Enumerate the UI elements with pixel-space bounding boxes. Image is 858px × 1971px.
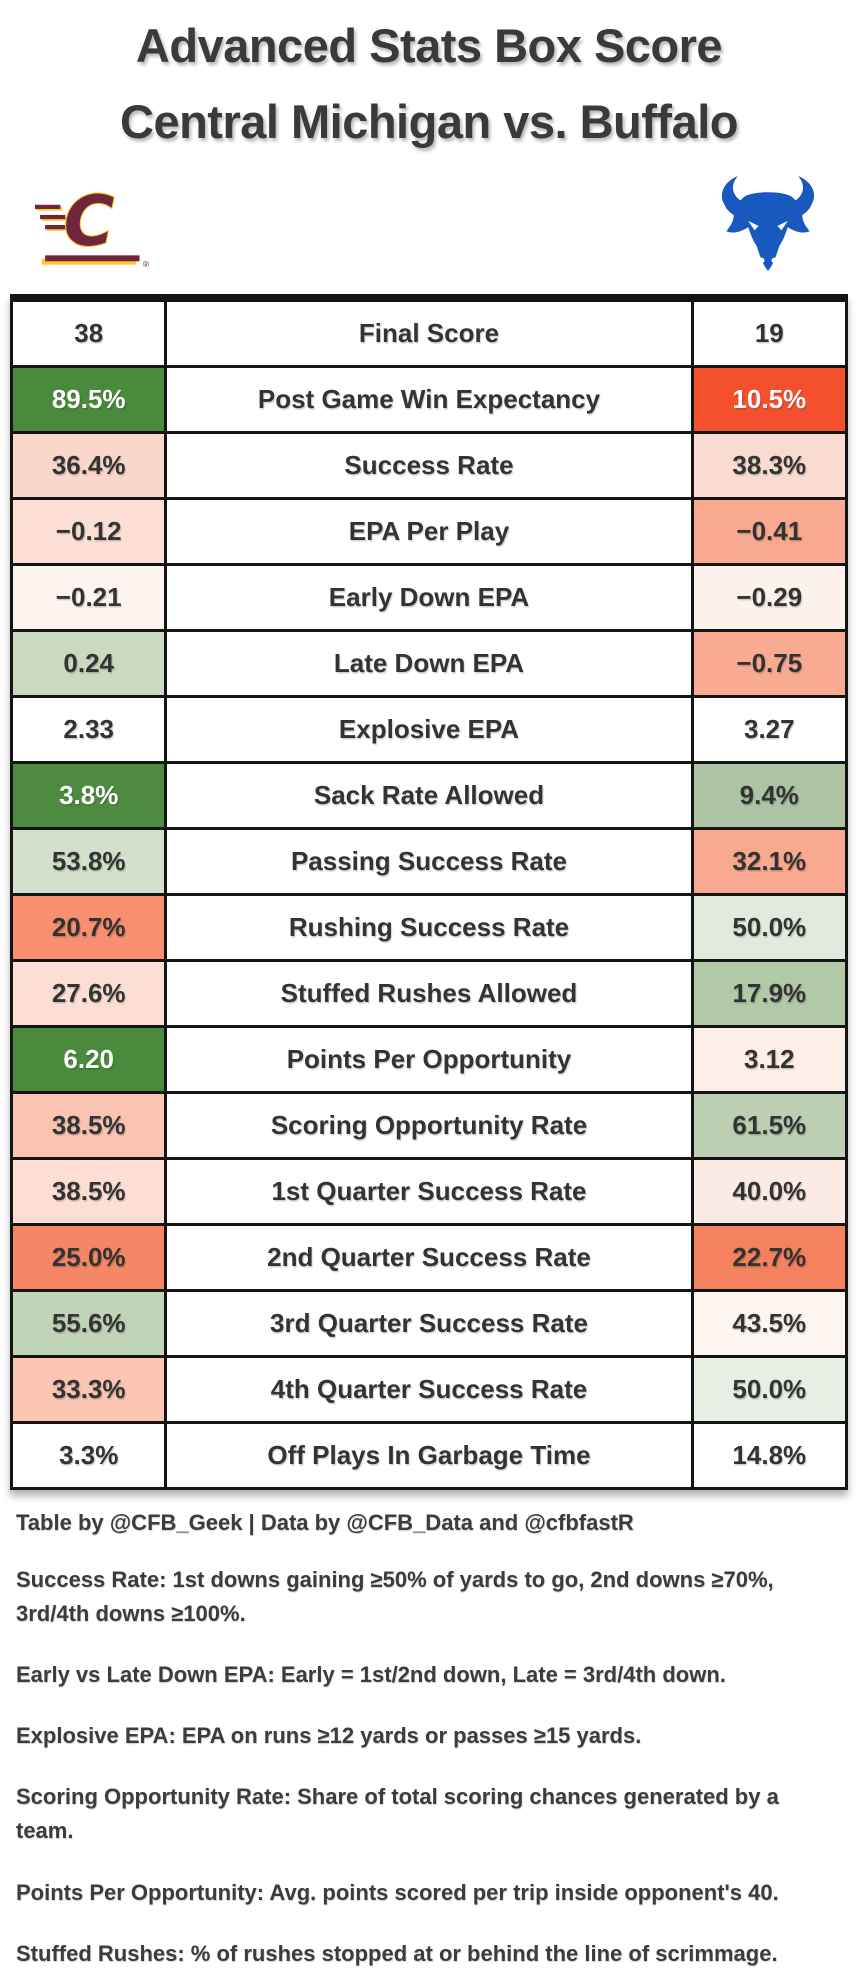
table-row: 89.5% Post Game Win Expectancy 10.5% [9, 365, 849, 434]
table-row: 3.8% Sack Rate Allowed 9.4% [9, 761, 849, 830]
right-team-value: −0.41 [690, 497, 849, 566]
svg-text:®: ® [143, 259, 150, 269]
table-row: 38.5% Scoring Opportunity Rate 61.5% [9, 1091, 849, 1160]
page-title: Advanced Stats Box Score Central Michiga… [0, 0, 858, 152]
right-team-value: 10.5% [690, 365, 849, 434]
table-row: 38.5% 1st Quarter Success Rate 40.0% [9, 1157, 849, 1226]
left-team-value: 33.3% [9, 1355, 168, 1424]
right-team-value: 50.0% [690, 893, 849, 962]
stats-table: 38 Final Score 19 89.5% Post Game Win Expect… [9, 294, 849, 1490]
credit-line: Table by @CFB_Geek | Data by @CFB_Data a… [16, 1510, 634, 1535]
table-row: 2.33 Explosive EPA 3.27 [9, 695, 849, 764]
footnote: Early vs Late Down EPA: Early = 1st/2nd … [16, 1662, 726, 1688]
footnote: Points Per Opportunity: Avg. points scor… [16, 1879, 779, 1905]
left-team-value: 89.5% [9, 365, 168, 434]
left-team-value: −0.21 [9, 563, 168, 632]
metric-label: Passing Success Rate [164, 827, 694, 896]
table-row: 38 Final Score 19 [9, 296, 849, 368]
left-team-value: 36.4% [9, 431, 168, 500]
left-team-value: 3.3% [9, 1421, 168, 1490]
table-row: 25.0% 2nd Quarter Success Rate 22.7% [9, 1223, 849, 1292]
table-row: 55.6% 3rd Quarter Success Rate 43.5% [9, 1289, 849, 1358]
right-team-value: 3.27 [690, 695, 849, 764]
footnote-term: Points Per Opportunity [16, 1879, 257, 1905]
table-row: 0.24 Late Down EPA −0.75 [9, 629, 849, 698]
footnote: Success Rate: 1st downs gaining ≥50% of … [16, 1567, 774, 1627]
metric-label: Off Plays In Garbage Time [164, 1421, 694, 1490]
footer: Table by @CFB_Geek | Data by @CFB_Data a… [0, 1510, 858, 1971]
metric-label: Scoring Opportunity Rate [164, 1091, 694, 1160]
right-team-value: 32.1% [690, 827, 849, 896]
metric-label: Early Down EPA [164, 563, 694, 632]
left-team-value: 38.5% [9, 1091, 168, 1160]
metric-label: 2nd Quarter Success Rate [164, 1223, 694, 1292]
left-team-value: 38.5% [9, 1157, 168, 1226]
table-row: 53.8% Passing Success Rate 32.1% [9, 827, 849, 896]
footnote-term: Success Rate [16, 1567, 160, 1592]
footnote-term: Explosive EPA [16, 1723, 169, 1749]
left-team-value: 53.8% [9, 827, 168, 896]
left-team-value: −0.12 [9, 497, 168, 566]
svg-text:C: C [64, 182, 115, 262]
table-row: 20.7% Rushing Success Rate 50.0% [9, 893, 849, 962]
footnote: Scoring Opportunity Rate: Share of total… [16, 1784, 779, 1844]
table-row: −0.12 EPA Per Play −0.41 [9, 497, 849, 566]
footnote: Explosive EPA: EPA on runs ≥12 yards or … [16, 1723, 642, 1749]
central-michigan-logo-icon: C ® [34, 169, 154, 281]
left-team-value: 20.7% [9, 893, 168, 962]
left-team-value: 27.6% [9, 959, 168, 1028]
metric-label: 4th Quarter Success Rate [164, 1355, 694, 1424]
table-row: 27.6% Stuffed Rushes Allowed 17.9% [9, 959, 849, 1028]
footnote: Stuffed Rushes: % of rushes stopped at o… [16, 1940, 778, 1966]
right-team-value: −0.75 [690, 629, 849, 698]
metric-label: Post Game Win Expectancy [164, 365, 694, 434]
footnote-term: Scoring Opportunity Rate [16, 1784, 284, 1810]
right-team-value: 22.7% [690, 1223, 849, 1292]
right-team-value: 9.4% [690, 761, 849, 830]
right-team-value: 3.12 [690, 1025, 849, 1094]
right-team-value: 19 [690, 296, 849, 368]
right-team-value: −0.29 [690, 563, 849, 632]
right-team-value: 17.9% [690, 959, 849, 1028]
right-team-value: 43.5% [690, 1289, 849, 1358]
team-logos: C ® [34, 166, 828, 284]
right-team-value: 50.0% [690, 1355, 849, 1424]
title-line-2: Central Michigan vs. Buffalo [120, 95, 738, 148]
metric-label: Final Score [164, 296, 694, 368]
table-row: 6.20 Points Per Opportunity 3.12 [9, 1025, 849, 1094]
metric-label: Stuffed Rushes Allowed [164, 959, 694, 1028]
metric-label: Explosive EPA [164, 695, 694, 764]
metric-label: Rushing Success Rate [164, 893, 694, 962]
left-team-value: 55.6% [9, 1289, 168, 1358]
right-team-value: 40.0% [690, 1157, 849, 1226]
buffalo-logo-icon [708, 169, 828, 281]
metric-label: Sack Rate Allowed [164, 761, 694, 830]
left-team-value: 3.8% [9, 761, 168, 830]
table-row: 3.3% Off Plays In Garbage Time 14.8% [9, 1421, 849, 1490]
left-team-value: 38 [9, 296, 168, 368]
metric-label: 3rd Quarter Success Rate [164, 1289, 694, 1358]
left-team-value: 6.20 [9, 1025, 168, 1094]
title-line-1: Advanced Stats Box Score [135, 19, 723, 72]
stats-table-body: 38 Final Score 19 89.5% Post Game Win Expect… [9, 296, 849, 1490]
footnote-term: Early vs Late Down EPA [16, 1662, 268, 1688]
metric-label: EPA Per Play [164, 497, 694, 566]
footnote-term: Stuffed Rushes [16, 1940, 178, 1966]
right-team-value: 38.3% [690, 431, 849, 500]
right-team-value: 61.5% [690, 1091, 849, 1160]
metric-label: Success Rate [164, 431, 694, 500]
footnotes: Success Rate: 1st downs gaining ≥50% of … [16, 1563, 824, 1971]
metric-label: Points Per Opportunity [164, 1025, 694, 1094]
left-team-value: 0.24 [9, 629, 168, 698]
table-row: 36.4% Success Rate 38.3% [9, 431, 849, 500]
left-team-value: 25.0% [9, 1223, 168, 1292]
metric-label: Late Down EPA [164, 629, 694, 698]
metric-label: 1st Quarter Success Rate [164, 1157, 694, 1226]
left-team-value: 2.33 [9, 695, 168, 764]
right-team-value: 14.8% [690, 1421, 849, 1490]
table-row: −0.21 Early Down EPA −0.29 [9, 563, 849, 632]
table-row: 33.3% 4th Quarter Success Rate 50.0% [9, 1355, 849, 1424]
